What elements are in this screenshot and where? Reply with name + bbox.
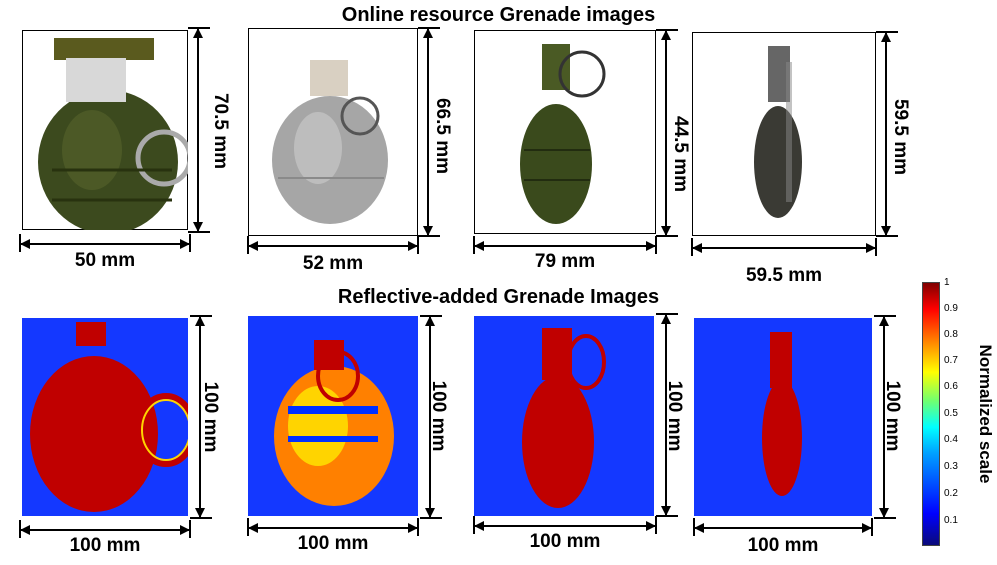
width-label-4: 59.5 mm bbox=[745, 265, 823, 286]
colorbar-tick-0-6: 0.6 bbox=[944, 381, 958, 392]
width-label-8: 100 mm bbox=[747, 535, 819, 556]
height-arrow-6 bbox=[420, 314, 446, 525]
grenade-gray-photo bbox=[248, 28, 418, 236]
photo-panel-4 bbox=[692, 32, 876, 236]
height-arrow-5 bbox=[190, 314, 216, 525]
colorbar-label: Normalized scale bbox=[976, 344, 995, 484]
height-label-2: 66.5 mm bbox=[432, 97, 453, 175]
width-label-7: 100 mm bbox=[529, 531, 601, 552]
colorbar-tick-0-3: 0.3 bbox=[944, 461, 958, 472]
heatmap-grenade-2 bbox=[248, 316, 418, 516]
photo-panel-2 bbox=[248, 28, 418, 236]
height-label-8: 100 mm bbox=[882, 380, 903, 452]
bottom-section-title: Reflective-added Grenade Images bbox=[337, 286, 660, 308]
height-arrow-8 bbox=[874, 314, 900, 525]
height-label-5: 100 mm bbox=[200, 381, 221, 453]
colorbar-tick-0-4: 0.4 bbox=[944, 434, 958, 445]
width-label-6: 100 mm bbox=[297, 533, 369, 554]
top-section-title: Online resource Grenade images bbox=[341, 4, 656, 26]
colorbar-tick-0-7: 0.7 bbox=[944, 355, 958, 366]
width-arrow-7 bbox=[472, 516, 658, 539]
photo-panel-1 bbox=[22, 30, 188, 230]
width-label-5: 100 mm bbox=[69, 535, 141, 556]
colorbar bbox=[922, 282, 940, 546]
grenade-m26-photo bbox=[22, 30, 188, 230]
width-label-2: 52 mm bbox=[302, 253, 364, 274]
colorbar-tick-1: 1 bbox=[944, 277, 950, 288]
heatmap-grenade-3 bbox=[474, 316, 654, 516]
width-arrow-4 bbox=[690, 238, 878, 261]
heatmap-panel-2 bbox=[248, 316, 418, 516]
width-arrow-5 bbox=[18, 520, 192, 543]
colorbar-tick-0-9: 0.9 bbox=[944, 303, 958, 314]
height-arrow-7 bbox=[656, 312, 682, 523]
width-arrow-8 bbox=[692, 518, 874, 541]
width-arrow-2 bbox=[246, 236, 420, 259]
grenade-pineapple-photo bbox=[474, 30, 656, 234]
height-label-3: 44.5 mm bbox=[670, 115, 691, 193]
colorbar-tick-0-1: 0.1 bbox=[944, 515, 958, 526]
width-label-3: 79 mm bbox=[534, 251, 596, 272]
height-arrow-2 bbox=[418, 26, 444, 243]
heatmap-panel-3 bbox=[474, 316, 654, 516]
width-arrow-1 bbox=[18, 234, 192, 257]
width-label-1: 50 mm bbox=[74, 250, 136, 271]
height-arrow-4 bbox=[876, 30, 902, 243]
height-arrow-1 bbox=[188, 26, 214, 239]
grenade-dark-elongated-photo bbox=[692, 32, 876, 236]
width-arrow-3 bbox=[472, 236, 658, 259]
photo-panel-3 bbox=[474, 30, 656, 234]
colorbar-tick-0-2: 0.2 bbox=[944, 488, 958, 499]
heatmap-panel-4 bbox=[694, 318, 872, 516]
heatmap-panel-1 bbox=[22, 318, 188, 516]
height-arrow-3 bbox=[656, 28, 682, 243]
width-arrow-6 bbox=[246, 518, 420, 541]
colorbar-tick-0-5: 0.5 bbox=[944, 408, 958, 419]
colorbar-tick-0-8: 0.8 bbox=[944, 329, 958, 340]
height-label-7: 100 mm bbox=[664, 380, 685, 452]
heatmap-grenade-1 bbox=[22, 318, 188, 516]
height-label-1: 70.5 mm bbox=[210, 92, 231, 170]
heatmap-grenade-4 bbox=[694, 318, 872, 516]
height-label-4: 59.5 mm bbox=[890, 98, 911, 176]
height-label-6: 100 mm bbox=[428, 380, 449, 452]
